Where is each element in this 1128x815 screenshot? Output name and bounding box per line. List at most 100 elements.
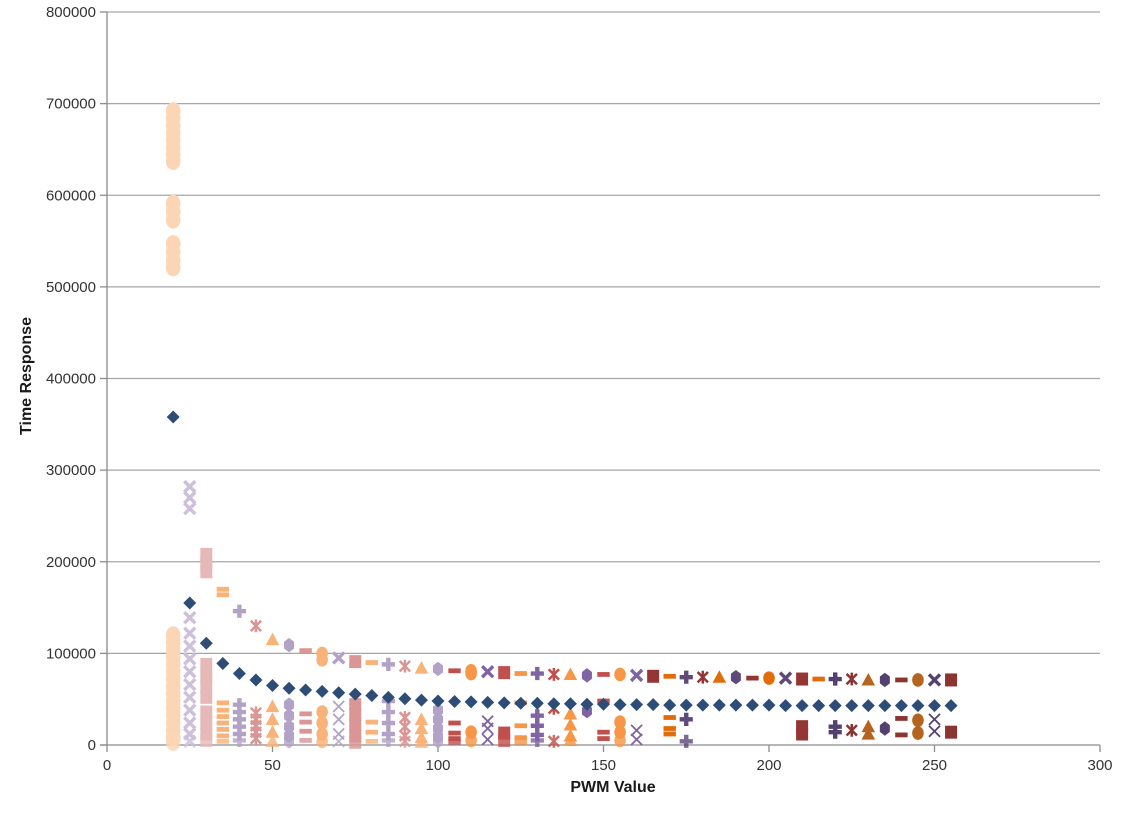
marker-diamond (580, 697, 594, 711)
marker-x (183, 734, 197, 749)
marker-diamond (448, 694, 462, 708)
marker-hexagon (730, 669, 741, 685)
marker-circle (912, 726, 924, 740)
marker-circle (614, 667, 626, 682)
marker-diamond (299, 683, 313, 697)
marker-asterisk (547, 668, 560, 681)
marker-triangle (265, 712, 280, 725)
x-tick-label: 150 (591, 757, 616, 774)
marker-square (647, 669, 660, 683)
marker-dash (895, 716, 908, 721)
marker-circle (465, 733, 477, 748)
marker-dash (514, 735, 527, 741)
marker-x (332, 700, 345, 713)
marker-x (629, 668, 644, 683)
marker-circle (316, 734, 328, 749)
marker-hexagon (284, 719, 295, 734)
marker-circle (165, 258, 181, 277)
marker-diamond (928, 699, 941, 713)
marker-x (928, 725, 941, 738)
marker-square (200, 716, 213, 730)
marker-square (349, 655, 362, 669)
marker-circle (912, 713, 924, 728)
y-tick-label: 400000 (46, 371, 96, 388)
marker-asterisk (398, 659, 411, 673)
marker-dash (597, 729, 610, 735)
marker-dash (812, 676, 825, 682)
marker-diamond (266, 678, 279, 692)
marker-diamond (398, 692, 412, 706)
marker-diamond (762, 698, 776, 712)
marker-circle (165, 152, 181, 171)
marker-plus (530, 666, 544, 681)
marker-diamond (745, 698, 759, 712)
marker-diamond (630, 698, 644, 712)
marker-hexagon (433, 734, 443, 749)
marker-triangle (265, 699, 280, 713)
marker-circle (316, 705, 328, 719)
marker-asterisk (249, 732, 263, 745)
x-tick-label: 250 (922, 757, 947, 774)
marker-triangle (861, 719, 876, 733)
marker-dash (663, 726, 676, 731)
marker-square (945, 673, 958, 687)
marker-plus (232, 604, 246, 618)
marker-triangle (414, 712, 429, 725)
marker-hexagon (433, 712, 443, 727)
marker-triangle (265, 632, 280, 646)
marker-diamond (514, 696, 528, 710)
marker-hexagon (284, 708, 295, 723)
marker-square (796, 727, 809, 741)
marker-triangle (265, 725, 280, 738)
marker-dash (514, 739, 527, 745)
marker-dash (299, 719, 312, 725)
marker-square (200, 657, 213, 671)
marker-hexagon (879, 672, 890, 688)
marker-diamond (348, 687, 362, 701)
marker-diamond (315, 684, 329, 698)
marker-dash (597, 672, 610, 677)
marker-plus (381, 733, 395, 748)
marker-triangle (712, 670, 727, 683)
marker-x (183, 639, 197, 653)
marker-x (183, 664, 197, 679)
marker-diamond (729, 698, 743, 712)
marker-diamond (530, 696, 544, 710)
marker-dash (216, 707, 230, 713)
marker-square (498, 733, 511, 747)
marker-plus (530, 709, 544, 723)
marker-square (349, 735, 362, 749)
marker-diamond (828, 699, 842, 713)
marker-triangle (861, 672, 876, 686)
marker-dash (514, 671, 527, 676)
marker-diamond (944, 699, 958, 713)
marker-diamond (232, 667, 246, 681)
marker-plus (530, 733, 544, 748)
marker-x (183, 626, 197, 640)
marker-x (481, 722, 494, 735)
marker-plus (232, 733, 246, 748)
marker-dash (216, 727, 230, 732)
marker-circle (614, 733, 626, 748)
y-tick-label: 300000 (46, 462, 96, 479)
marker-dash (299, 648, 312, 654)
marker-square (200, 705, 213, 719)
marker-x (481, 733, 494, 746)
x-tick-label: 0 (103, 757, 111, 774)
marker-plus (381, 716, 395, 730)
marker-x (630, 733, 643, 746)
marker-dash (216, 586, 230, 592)
marker-x (331, 651, 346, 665)
marker-square (200, 565, 213, 579)
marker-dash (448, 736, 461, 741)
marker-x (332, 713, 345, 726)
marker-triangle (414, 735, 429, 748)
marker-square (945, 725, 958, 739)
marker-plus (381, 657, 395, 671)
marker-plus (828, 672, 842, 686)
marker-asterisk (845, 723, 858, 737)
marker-diamond (199, 636, 213, 650)
marker-plus (679, 734, 693, 748)
marker-diamond (547, 697, 561, 711)
